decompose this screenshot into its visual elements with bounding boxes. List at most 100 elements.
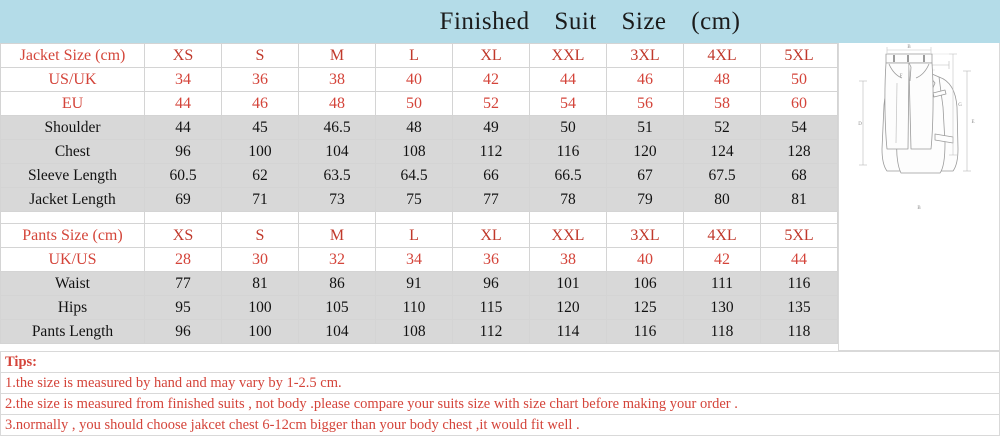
- row-label: Hips: [0, 295, 145, 320]
- value-cell: 40: [606, 247, 684, 272]
- value-cell: 48: [375, 115, 453, 140]
- size-tables: Jacket Size (cm) XS S M L XL XXL 3XL 4XL…: [0, 43, 838, 344]
- value-cell: 116: [760, 271, 838, 296]
- spacer-cell: [606, 211, 684, 224]
- value-cell: 114: [529, 319, 607, 344]
- size-cell: XXL: [529, 43, 607, 68]
- tips-line-row: 2.the size is measured from finished sui…: [0, 393, 1000, 415]
- value-cell: 62: [221, 163, 299, 188]
- value-cell: 96: [452, 271, 530, 296]
- value-cell: 112: [452, 139, 530, 164]
- size-cell: M: [298, 43, 376, 68]
- spacer-cell: [375, 211, 453, 224]
- value-cell: 128: [760, 139, 838, 164]
- value-cell: 130: [683, 295, 761, 320]
- size-cell: M: [298, 223, 376, 248]
- size-cell: 4XL: [683, 223, 761, 248]
- value-cell: 110: [375, 295, 453, 320]
- value-cell: 69: [144, 187, 222, 212]
- table-row: UK/US 28 30 32 34 36 38 40 42 44: [0, 247, 838, 272]
- title-band: Finished Suit Size (cm): [0, 0, 1000, 43]
- table-row: Hips 95 100 105 110 115 120 125 130 135: [0, 295, 838, 320]
- table-row: US/UK 34 36 38 40 42 44 46 48 50: [0, 67, 838, 92]
- value-cell: 112: [452, 319, 530, 344]
- value-cell: 86: [298, 271, 376, 296]
- size-cell: 3XL: [606, 43, 684, 68]
- value-cell: 108: [375, 139, 453, 164]
- value-cell: 54: [760, 115, 838, 140]
- value-cell: 67.5: [683, 163, 761, 188]
- value-cell: 125: [606, 295, 684, 320]
- spacer-cell: [529, 211, 607, 224]
- value-cell: 105: [298, 295, 376, 320]
- value-cell: 104: [298, 319, 376, 344]
- row-label: Pants Size (cm): [0, 223, 145, 248]
- value-cell: 52: [452, 91, 530, 116]
- value-cell: 48: [298, 91, 376, 116]
- jacket-label-e: E: [971, 120, 974, 125]
- table-row: EU 44 46 48 50 52 54 56 58 60: [0, 91, 838, 116]
- value-cell: 116: [606, 319, 684, 344]
- spacer-cell: [452, 211, 530, 224]
- value-cell: 46.5: [298, 115, 376, 140]
- value-cell: 77: [144, 271, 222, 296]
- tips-heading-row: Tips:: [0, 351, 1000, 373]
- spacer-cell: [298, 211, 376, 224]
- size-cell: XS: [144, 223, 222, 248]
- value-cell: 46: [221, 91, 299, 116]
- size-cell: S: [221, 43, 299, 68]
- row-label: Sleeve Length: [0, 163, 145, 188]
- value-cell: 58: [683, 91, 761, 116]
- row-label: Pants Length: [0, 319, 145, 344]
- tips-table: Tips: 1.the size is measured by hand and…: [0, 351, 1000, 436]
- value-cell: 60.5: [144, 163, 222, 188]
- pants-label-b: B: [907, 45, 911, 50]
- value-cell: 45: [221, 115, 299, 140]
- size-cell: XL: [452, 223, 530, 248]
- value-cell: 30: [221, 247, 299, 272]
- row-label: Jacket Size (cm): [0, 43, 145, 68]
- value-cell: 91: [375, 271, 453, 296]
- value-cell: 44: [760, 247, 838, 272]
- pants-label-f: F: [900, 74, 903, 79]
- tips-line: 3.normally , you should choose jakcet ch…: [0, 414, 1000, 436]
- value-cell: 96: [144, 139, 222, 164]
- row-label: EU: [0, 91, 145, 116]
- value-cell: 108: [375, 319, 453, 344]
- size-cell: L: [375, 43, 453, 68]
- row-label: UK/US: [0, 247, 145, 272]
- value-cell: 38: [298, 67, 376, 92]
- value-cell: 51: [606, 115, 684, 140]
- garment-diagram-panel: C A D E B: [838, 43, 1000, 351]
- value-cell: 42: [683, 247, 761, 272]
- tips-line: 2.the size is measured from finished sui…: [0, 393, 1000, 415]
- value-cell: 49: [452, 115, 530, 140]
- pants-size-header-row: Pants Size (cm) XS S M L XL XXL 3XL 4XL …: [0, 223, 838, 248]
- value-cell: 115: [452, 295, 530, 320]
- tips-line-row: 3.normally , you should choose jakcet ch…: [0, 414, 1000, 436]
- tips-section: Tips: 1.the size is measured by hand and…: [0, 351, 1000, 436]
- value-cell: 64.5: [375, 163, 453, 188]
- row-label: US/UK: [0, 67, 145, 92]
- value-cell: 50: [529, 115, 607, 140]
- value-cell: 120: [606, 139, 684, 164]
- size-cell: L: [375, 223, 453, 248]
- value-cell: 66.5: [529, 163, 607, 188]
- value-cell: 66: [452, 163, 530, 188]
- table-row: Jacket Length 69 71 73 75 77 78 79 80 81: [0, 187, 838, 212]
- value-cell: 81: [760, 187, 838, 212]
- size-table: Jacket Size (cm) XS S M L XL XXL 3XL 4XL…: [0, 43, 838, 344]
- jacket-label-d: D: [858, 122, 862, 127]
- row-label: Shoulder: [0, 115, 145, 140]
- size-cell: S: [221, 223, 299, 248]
- spacer-cell: [221, 211, 299, 224]
- tips-line: 1.the size is measured by hand and may v…: [0, 372, 1000, 394]
- jacket-label-b: B: [917, 206, 921, 211]
- value-cell: 101: [529, 271, 607, 296]
- tips-line-row: 1.the size is measured by hand and may v…: [0, 372, 1000, 394]
- jacket-size-header-row: Jacket Size (cm) XS S M L XL XXL 3XL 4XL…: [0, 43, 838, 68]
- size-cell: XXL: [529, 223, 607, 248]
- value-cell: 68: [760, 163, 838, 188]
- table-row: Sleeve Length 60.5 62 63.5 64.5 66 66.5 …: [0, 163, 838, 188]
- table-spacer-row: [0, 211, 838, 224]
